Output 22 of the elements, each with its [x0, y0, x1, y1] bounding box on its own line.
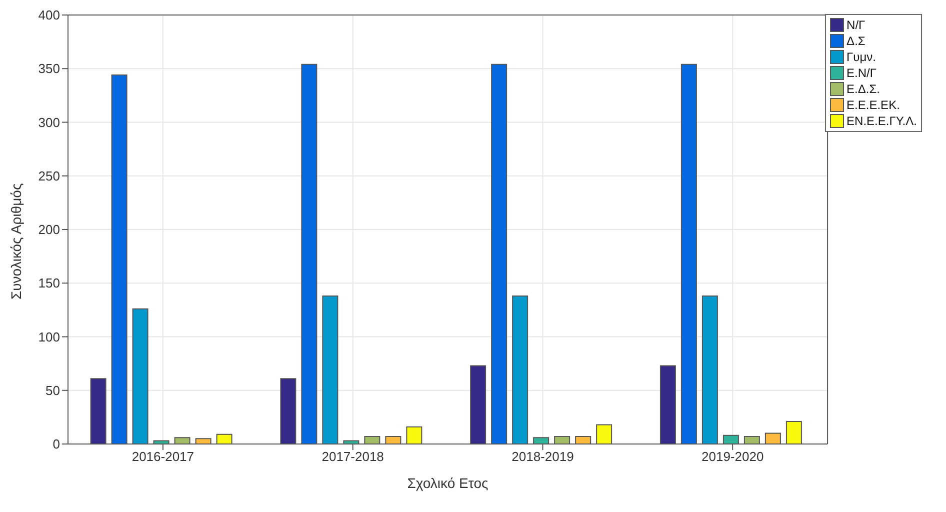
legend-label: Ε.Ε.Ε.ΕΚ.	[846, 98, 900, 112]
x-tick-label: 2019-2020	[702, 449, 764, 464]
legend-label: Γυμν.	[846, 50, 876, 64]
legend-label: Δ.Σ	[846, 34, 866, 48]
y-axis-title: Συνολικός Αριθμός	[8, 183, 24, 300]
legend-label: Ε.Ν/Γ	[846, 66, 876, 80]
y-tick-label: 400	[38, 8, 60, 23]
x-tick-label: 2018-2019	[512, 449, 574, 464]
x-axis-title: Σχολικό Ετος	[407, 474, 489, 491]
legend-label: N/Γ	[846, 18, 866, 32]
y-tick-label: 150	[38, 276, 60, 291]
legend-label: ΕΝ.Ε.Ε.ΓΥ.Λ.	[846, 114, 917, 128]
y-tick-label: 50	[46, 382, 60, 398]
y-tick-label: 300	[38, 114, 60, 130]
x-tick-label: 2016-2017	[132, 449, 194, 464]
y-tick-label: 250	[38, 168, 60, 184]
y-tick-label: 200	[38, 222, 60, 238]
legend-label: Ε.Δ.Σ.	[846, 82, 880, 96]
y-tick-label: 100	[38, 329, 60, 344]
y-tick-label: 0	[52, 436, 60, 452]
y-tick-label: 350	[38, 61, 60, 76]
x-tick-label: 2017-2018	[322, 449, 384, 464]
